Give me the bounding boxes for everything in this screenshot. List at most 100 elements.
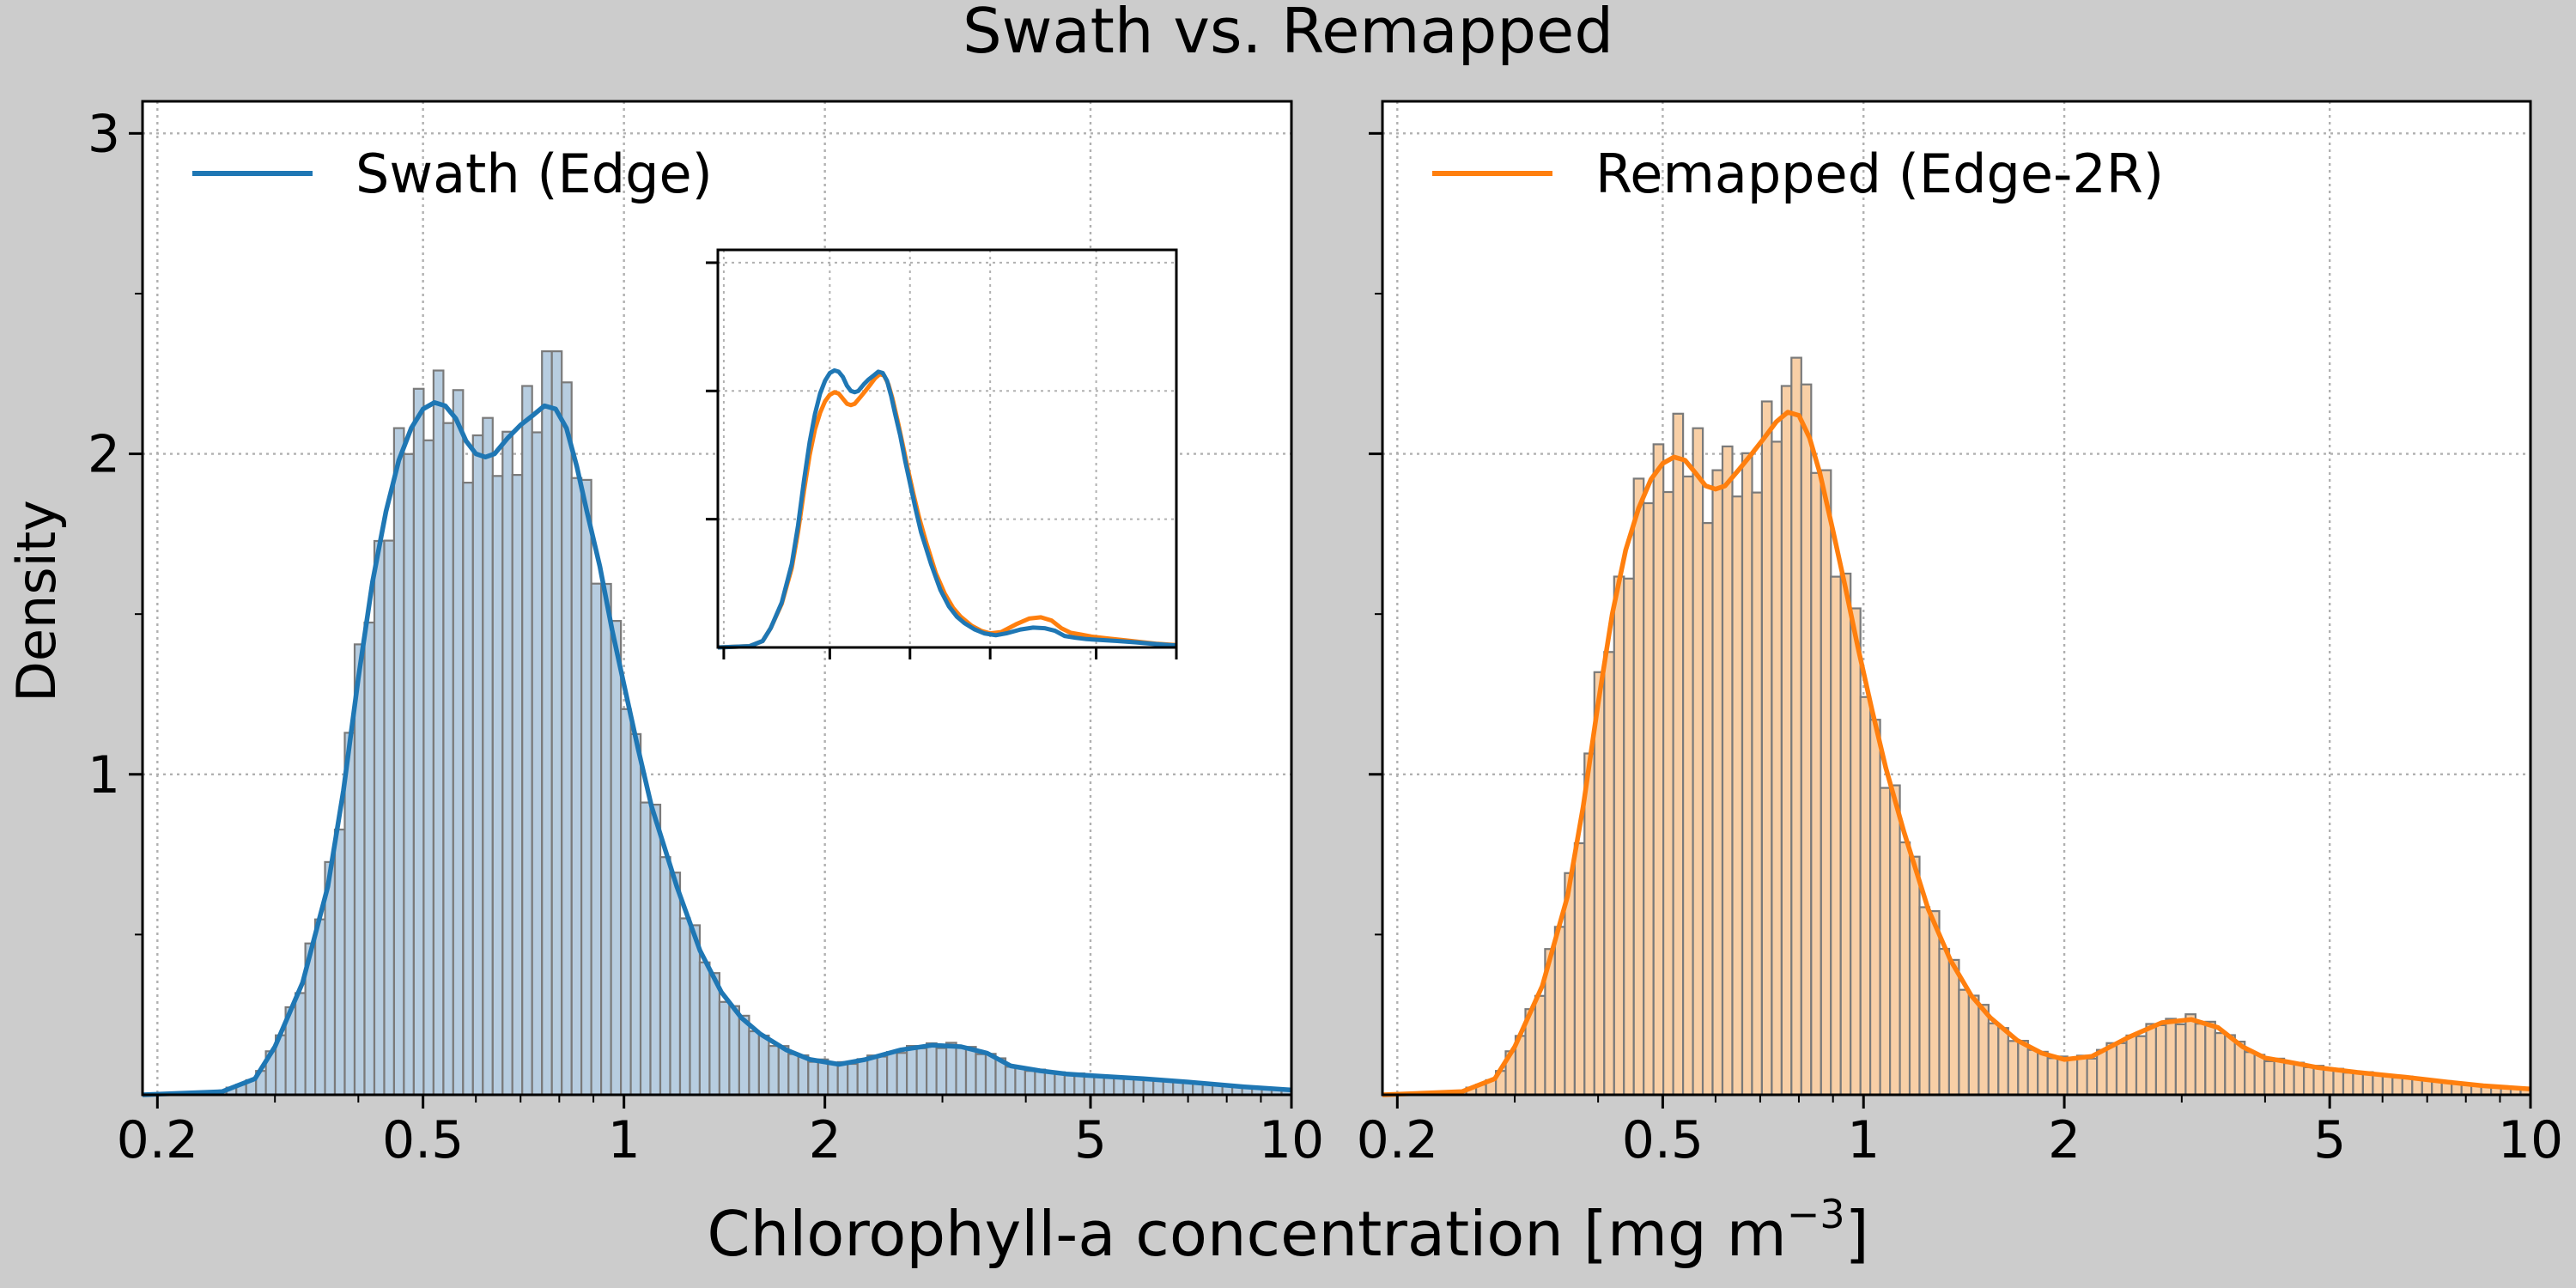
right-hist-bar-50 [1889,784,1901,1097]
right-hist-bar-72 [2105,1042,2118,1097]
right-hist-bar-83 [2214,1031,2227,1097]
right-hist-bar-29 [1681,475,1694,1097]
right-hist-bar-88 [2263,1060,2275,1097]
right-hist-bar-53 [1918,906,1931,1097]
left-hist-bar-101 [1152,1079,1164,1097]
right-hist-bar-47 [1859,696,1872,1097]
right-hist-bar-68 [2066,1058,2079,1097]
left-hist-bar-77 [915,1047,928,1097]
right-hist-bar-45 [1839,572,1852,1097]
right-hist-bar-86 [2244,1051,2256,1097]
left-kde-line [142,400,1292,1097]
left-frame [141,100,1293,1097]
left-hist-bar-18 [333,828,346,1097]
right-legend-label: Remapped (Edge-2R) [1595,143,2164,205]
x-axis-label-main: Chlorophyll-a concentration [mg m [707,1198,1786,1270]
left-hist-bar-82 [964,1046,977,1097]
left-x-tick-label-1: 0.5 [382,1110,464,1170]
x-axis-label: Chlorophyll-a concentration [mg m−3] [707,1191,1868,1270]
left-hist-bar-66 [807,1060,819,1097]
left-hist-bar-73 [876,1055,889,1097]
right-hist-bar-103 [2411,1078,2423,1097]
x-axis-label-exponent: −3 [1787,1191,1845,1237]
left-hist-bar-96 [1103,1077,1115,1097]
left-hist-bar-28 [432,369,445,1097]
left-x-tick-label-0: 0.2 [117,1110,198,1170]
right-hist-bar-52 [1908,855,1921,1097]
right-hist-bar-58 [1967,994,1980,1097]
right-hist-bar-33 [1721,445,1734,1097]
right-kde-line [1382,410,2531,1097]
left-hist-bar-56 [708,972,721,1097]
left-hist-bar-45 [599,582,612,1097]
right-hist-bar-49 [1879,787,1892,1097]
right-hist-bar-43 [1820,469,1832,1097]
left-hist-bar-81 [955,1046,968,1097]
right-hist-bar-51 [1899,841,1911,1097]
right-hist-bar-37 [1760,400,1773,1097]
left-hist-bar-40 [550,350,563,1097]
right-hist-bar-56 [1947,958,1960,1097]
right-hist-bar-74 [2125,1034,2138,1097]
left-hist-bar-94 [1083,1074,1096,1097]
left-hist-bar-14 [295,992,307,1097]
left-x-tick-label-4: 5 [1074,1110,1107,1170]
right-hist-bar-36 [1751,491,1764,1097]
right-hist-bar-27 [1662,490,1674,1097]
left-y-tick-label-1: 2 [88,425,120,485]
right-hist-bar-78 [2165,1018,2177,1097]
right-hist-bar-54 [1928,909,1941,1097]
right-hist-bar-90 [2283,1061,2295,1097]
right-hist-bar-66 [2046,1057,2059,1097]
left-hist-bar-39 [541,350,553,1097]
left-hist-bar-53 [678,917,691,1097]
left-hist-bar-63 [777,1045,790,1097]
left-hist-bar-80 [945,1042,957,1097]
panel-right: 0.2 0.5 1 2 5 10 Remapped (Edge-2R) [1357,100,2563,1170]
right-hist-bar-35 [1741,452,1753,1097]
left-hist-bar-57 [718,1000,731,1097]
left-hist-bar-48 [629,732,642,1097]
right-hist-bar-40 [1790,356,1802,1097]
right-hist-bar-76 [2145,1023,2158,1097]
left-hist-bar-21 [363,621,376,1097]
right-hist-bar-24 [1632,477,1645,1097]
left-hist-bar-58 [728,1005,741,1097]
left-hist-bar-83 [975,1053,987,1097]
right-hist-bar-55 [1938,947,1951,1097]
right-hist-bar-99 [2372,1074,2384,1097]
left-y-tick-label-0: 1 [88,745,120,805]
right-hist-bar-16 [1553,926,1566,1097]
left-hist-bar-49 [639,801,652,1097]
left-hist-bar-64 [787,1053,799,1097]
left-hist-bar-70 [847,1062,859,1097]
left-x-tick-label-3: 2 [809,1110,841,1170]
left-hist-bar-41 [561,381,573,1097]
left-hist-bar-84 [984,1053,997,1097]
left-hist-bar-67 [817,1058,829,1097]
right-hist-bar-96 [2342,1072,2354,1097]
right-hist-bar-59 [1978,1004,1990,1097]
left-hist-bar-92 [1063,1074,1076,1097]
left-hist-bar-78 [925,1042,938,1097]
right-hist-bar-38 [1771,440,1783,1097]
left-hist-bar-43 [580,478,592,1097]
left-hist-bar-51 [659,856,671,1097]
left-hist-bar-32 [471,434,484,1097]
right-hist-bar-75 [2135,1035,2148,1097]
left-hist-bar-76 [905,1044,918,1097]
left-hist-bar-65 [797,1054,810,1097]
inset-frame [716,248,1178,649]
right-hist-bar-28 [1672,412,1685,1097]
right-hist-bar-69 [2076,1054,2088,1097]
left-hist-bar-25 [403,453,415,1097]
right-hist-bar-71 [2096,1048,2108,1097]
left-hist-bar-61 [757,1034,770,1097]
right-hist-bar-42 [1810,471,1822,1097]
right-hist-bar-48 [1869,719,1881,1097]
right-hist-bar-91 [2293,1061,2306,1097]
right-hist-bar-97 [2352,1071,2364,1097]
left-hist-bar-74 [885,1050,898,1097]
right-hist-bar-100 [2381,1074,2394,1097]
